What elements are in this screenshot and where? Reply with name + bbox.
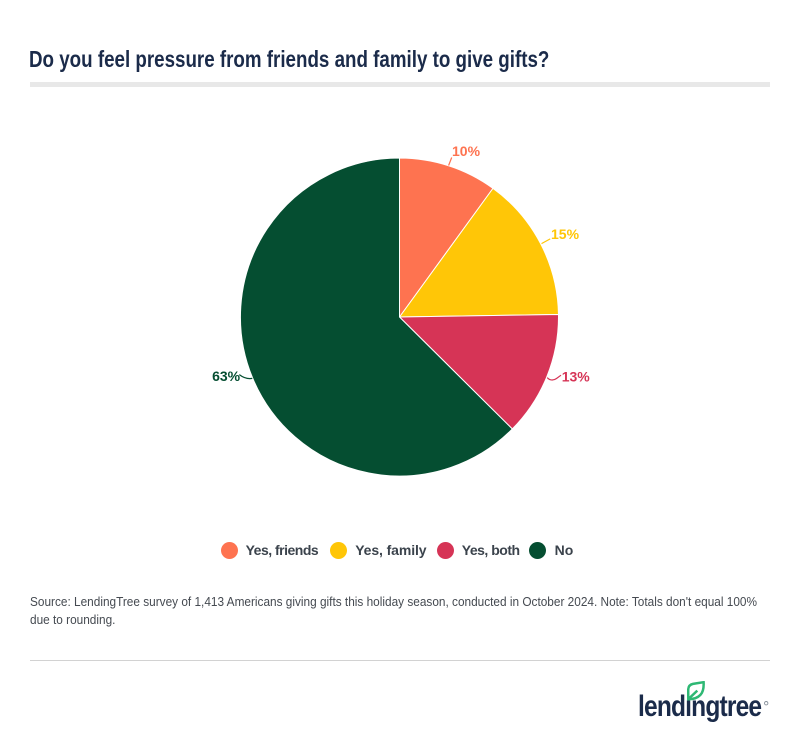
svg-text:10%: 10% (452, 143, 481, 159)
svg-text:63%: 63% (212, 368, 241, 384)
svg-text:15%: 15% (551, 226, 580, 242)
svg-text:13%: 13% (562, 368, 591, 384)
